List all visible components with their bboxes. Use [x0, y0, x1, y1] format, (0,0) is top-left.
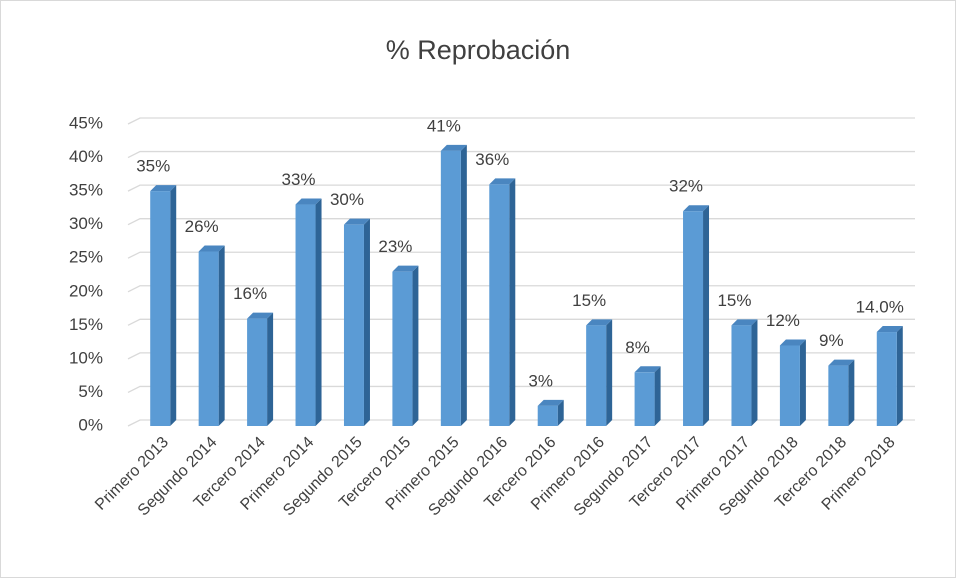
value-label: 15% [717, 291, 751, 310]
bar-top [343, 218, 370, 225]
value-label: 15% [572, 291, 606, 310]
value-label: 41% [427, 116, 461, 135]
bar [876, 332, 897, 426]
bar [634, 372, 655, 426]
bar-side [509, 178, 516, 426]
bar [295, 204, 316, 426]
bar-top [198, 245, 225, 252]
bar-side [606, 319, 613, 426]
chart-title: % Reprobación [386, 35, 571, 65]
grid-line [127, 285, 915, 293]
bar-side [703, 205, 710, 426]
value-label: 36% [475, 150, 509, 169]
bar-side [799, 339, 806, 426]
value-label: 16% [233, 284, 267, 303]
value-label: 14.0% [856, 298, 904, 317]
bar-side [412, 265, 419, 426]
y-tick-label: 15% [69, 315, 103, 334]
bar-side [267, 312, 274, 426]
y-tick-label: 20% [69, 281, 103, 300]
bar [779, 345, 800, 426]
y-tick-label: 35% [69, 181, 103, 200]
grid-line [127, 218, 915, 226]
bar [198, 251, 219, 426]
bar-top [392, 265, 419, 272]
bar-side [557, 399, 564, 426]
bar-top [247, 312, 274, 319]
grid-line [127, 184, 915, 192]
bar-top [537, 399, 564, 406]
value-label: 12% [766, 311, 800, 330]
y-tick-label: 5% [78, 382, 103, 401]
grid-line [127, 251, 915, 259]
grid-line [127, 352, 915, 360]
value-label: 8% [625, 338, 650, 357]
bar-top [295, 198, 322, 205]
bar-top [440, 144, 467, 151]
bar-top [731, 319, 758, 326]
value-label: 26% [185, 217, 219, 236]
value-label: 32% [669, 177, 703, 196]
bar-side [218, 245, 225, 426]
bar [489, 184, 510, 426]
bar [683, 211, 704, 426]
bar-top [828, 359, 855, 366]
bar-side [170, 185, 177, 426]
bar-side [363, 218, 370, 426]
bar-top [779, 339, 806, 346]
bar [150, 191, 171, 426]
bar-top [150, 185, 177, 192]
grid-line [127, 150, 915, 159]
bar-top [586, 319, 613, 326]
bar [537, 405, 558, 426]
bar [731, 325, 752, 426]
value-label: 3% [528, 371, 553, 390]
grid-line [127, 318, 915, 326]
value-label: 35% [136, 157, 170, 176]
y-tick-label: 25% [69, 248, 103, 267]
bar-side [315, 198, 322, 426]
y-tick-label: 0% [78, 415, 103, 434]
y-tick-label: 30% [69, 214, 103, 233]
bar [440, 150, 461, 426]
y-tick-label: 40% [69, 147, 103, 166]
grid-line [127, 117, 915, 125]
bar-side [654, 366, 661, 426]
bar-side [848, 359, 855, 426]
bar-side [460, 144, 467, 426]
value-label: 30% [330, 190, 364, 209]
bar [247, 318, 268, 426]
bar [392, 271, 413, 426]
y-tick-label: 10% [69, 348, 103, 367]
y-tick-label: 45% [69, 113, 103, 132]
bar-top [634, 366, 661, 373]
bar-side [751, 319, 758, 426]
bar [586, 325, 607, 426]
bar-top [489, 178, 516, 185]
bar [343, 224, 364, 426]
bar-top [876, 326, 903, 333]
value-label: 9% [819, 331, 844, 350]
bar-side [896, 326, 903, 426]
bar [828, 365, 849, 426]
value-label: 33% [282, 170, 316, 189]
value-label: 23% [378, 237, 412, 256]
bar-top [683, 205, 710, 212]
